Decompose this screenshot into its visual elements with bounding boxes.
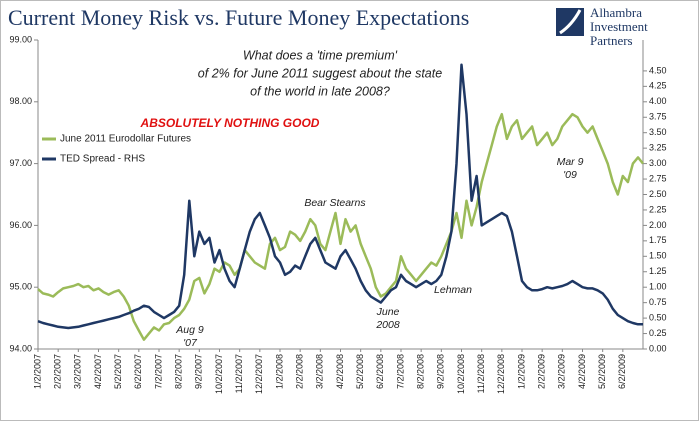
x-tick-label: 4/2/2009: [577, 354, 587, 389]
x-tick-label: 9/2/2008: [436, 354, 446, 389]
x-tick-label: 5/2/2007: [113, 354, 123, 389]
y2-tick-label: 1.75: [649, 235, 667, 245]
legend-label: June 2011 Eurodollar Futures: [60, 134, 191, 145]
x-tick-label: 1/2/2009: [516, 354, 526, 389]
logo-swoosh: [559, 9, 582, 35]
y-tick-label: 99.00: [9, 34, 32, 44]
x-tick-label: 8/2/2008: [416, 354, 426, 389]
x-tick-label: 5/2/2009: [597, 354, 607, 389]
headline: ABSOLUTELY NOTHING GOOD: [140, 116, 320, 130]
x-tick-label: 3/2/2007: [73, 354, 83, 389]
y-tick-label: 95.00: [9, 282, 32, 292]
y-tick-label: 97.00: [9, 158, 32, 168]
annotation: Aug 9: [175, 324, 204, 336]
y2-tick-label: 4.00: [649, 96, 667, 106]
y-tick-label: 94.00: [9, 343, 32, 353]
logo-text: Alhambra: [590, 5, 642, 20]
x-tick-label: 10/2/2008: [456, 354, 466, 394]
annotation: '09: [563, 169, 577, 181]
y2-tick-label: 1.25: [649, 266, 667, 276]
x-tick-label: 12/2/2007: [254, 354, 264, 394]
legend-label: TED Spread - RHS: [60, 154, 145, 165]
x-tick-label: 12/2/2008: [496, 354, 506, 394]
x-tick-label: 6/2/2007: [133, 354, 143, 389]
y-tick-label: 96.00: [9, 220, 32, 230]
x-tick-label: 10/2/2007: [214, 354, 224, 394]
question: of 2% for June 2011 suggest about the st…: [198, 66, 442, 80]
x-tick-label: 7/2/2007: [153, 354, 163, 389]
x-tick-label: 7/2/2008: [395, 354, 405, 389]
x-tick-label: 4/2/2008: [335, 354, 345, 389]
annotation: Lehman: [434, 284, 472, 296]
y2-tick-label: 3.25: [649, 143, 667, 153]
x-tick-label: 9/2/2007: [194, 354, 204, 389]
x-tick-label: 11/2/2008: [476, 354, 486, 393]
line-series: [37, 112, 644, 341]
annotation: June: [376, 306, 400, 318]
y2-tick-label: 4.25: [649, 81, 667, 91]
y2-tick-label: 1.50: [649, 251, 667, 261]
logo-text: Partners: [590, 33, 633, 48]
x-tick-label: 11/2/2007: [234, 354, 244, 393]
y2-tick-label: 2.25: [649, 204, 667, 214]
x-tick-label: 2/2/2007: [53, 354, 63, 389]
y2-tick-label: 1.00: [649, 282, 667, 292]
y-tick-label: 98.00: [9, 96, 32, 106]
annotation: '07: [183, 337, 198, 349]
y2-tick-label: 2.00: [649, 220, 667, 230]
y2-tick-label: 2.50: [649, 189, 667, 199]
x-tick-label: 1/2/2007: [32, 354, 42, 389]
y2-tick-label: 4.50: [649, 65, 667, 75]
annotation: Bear Stearns: [304, 197, 366, 209]
question: What does a 'time premium': [243, 48, 398, 62]
x-tick-label: 1/2/2008: [274, 354, 284, 389]
x-tick-label: 2/2/2008: [295, 354, 305, 389]
y2-tick-label: 0.25: [649, 328, 667, 338]
x-tick-label: 6/2/2008: [375, 354, 385, 389]
x-tick-label: 5/2/2008: [355, 354, 365, 389]
x-tick-label: 3/2/2008: [315, 354, 325, 389]
y2-tick-label: 3.00: [649, 158, 667, 168]
x-tick-label: 6/2/2009: [617, 354, 627, 389]
y2-tick-label: 0.00: [649, 343, 667, 353]
logo: Alhambra Investment Partners: [556, 5, 648, 48]
y2-tick-label: 3.75: [649, 112, 667, 122]
x-tick-label: 8/2/2007: [174, 354, 184, 389]
x-tick-label: 3/2/2009: [557, 354, 567, 389]
line-series: [37, 63, 643, 330]
y2-tick-label: 2.75: [649, 173, 667, 183]
y2-tick-label: 3.50: [649, 127, 667, 137]
x-tick-label: 4/2/2007: [93, 354, 103, 389]
logo-text: Investment: [590, 19, 648, 34]
y2-tick-label: 0.75: [649, 297, 667, 307]
x-tick-label: 2/2/2009: [537, 354, 547, 389]
question: of the world in late 2008?: [250, 84, 390, 98]
y2-tick-label: 0.50: [649, 312, 667, 322]
annotation: Mar 9: [557, 156, 584, 168]
annotation: 2008: [375, 319, 400, 331]
chart-title: Current Money Risk vs. Future Money Expe…: [8, 5, 469, 30]
